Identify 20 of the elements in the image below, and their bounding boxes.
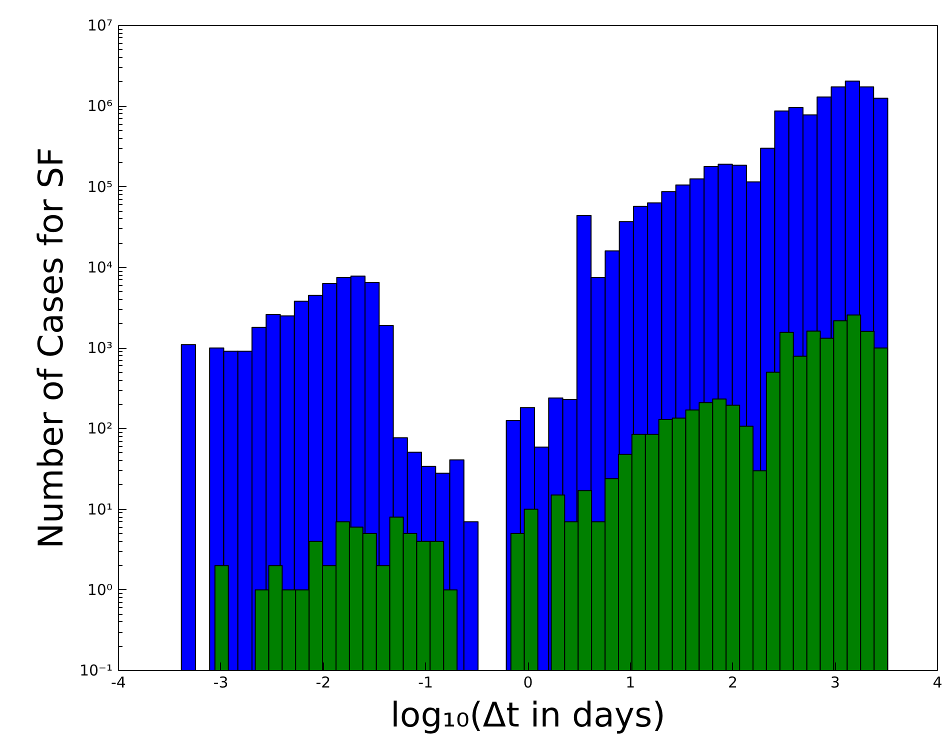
x-tick-label: -2 (316, 674, 331, 692)
x-tick-label: -1 (418, 674, 434, 692)
x-tick-label: 2 (728, 674, 738, 692)
y-axis-title: Number of Cases for SF (31, 147, 72, 549)
x-tick-label: -4 (111, 674, 126, 692)
y-tick-label: 10⁵ (87, 178, 113, 196)
y-tick-label: 10² (87, 420, 113, 438)
y-tick-label: 10³ (87, 339, 113, 357)
x-axis-title: log₁₀(Δt in days) (390, 696, 666, 736)
y-tick-label: 10¹ (87, 500, 113, 518)
x-tick-label: 4 (932, 674, 942, 692)
y-tick-label: 10⁰ (87, 580, 113, 599)
y-tick-label: 10⁷ (87, 16, 113, 34)
x-tick-label: 3 (830, 674, 840, 692)
y-tick-label: 10⁻¹ (79, 662, 113, 680)
y-tick-label: 10⁶ (87, 97, 113, 116)
x-tick-label: 0 (523, 674, 533, 692)
x-tick-label: 1 (626, 674, 636, 692)
x-tick-label: -3 (213, 674, 228, 692)
y-tick-label: 10⁴ (87, 258, 113, 276)
